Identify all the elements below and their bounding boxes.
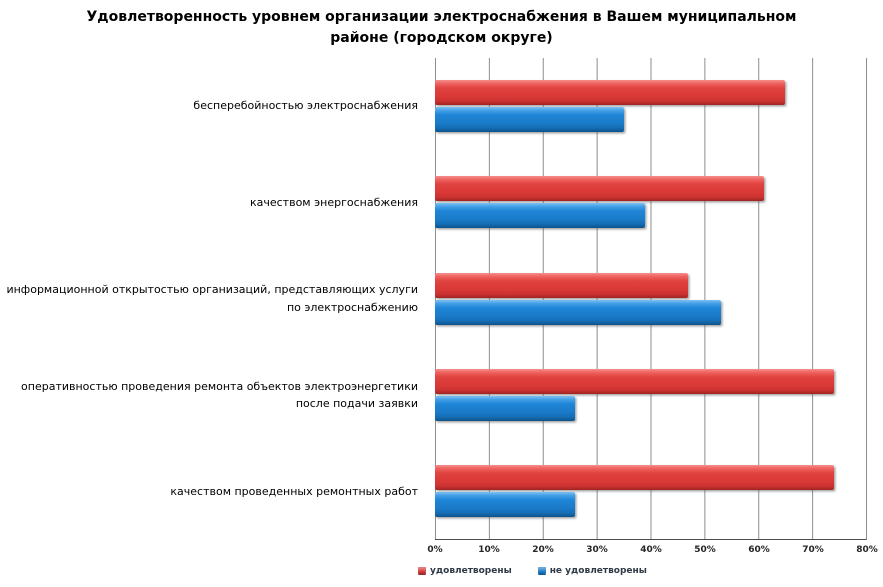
x-tick-label: 80% xyxy=(856,545,878,555)
legend-item-unsatisfied: не удовлетворены xyxy=(537,566,647,576)
bar-unsatisfied xyxy=(435,203,646,229)
x-tick-label: 60% xyxy=(748,545,770,555)
legend: удовлетворены не удовлетворены xyxy=(418,566,647,576)
legend-label-unsatisfied: не удовлетворены xyxy=(549,566,647,576)
category-axis: бесперебойностью электроснабжения качеств… xyxy=(0,58,425,540)
category-slot: информационной открытостью организаций, … xyxy=(0,251,425,347)
bar-unsatisfied xyxy=(435,107,624,133)
category-slot: оперативностью проведения ремонта объект… xyxy=(0,347,425,443)
satisfied-swatch-icon xyxy=(418,567,426,575)
bar-group xyxy=(435,443,866,539)
unsatisfied-swatch-icon xyxy=(537,567,546,575)
legend-label-satisfied: удовлетворены xyxy=(430,566,512,576)
x-tick-label: 20% xyxy=(532,545,554,555)
category-slot: качеством проведенных ремонтных работ xyxy=(0,444,425,540)
bar-satisfied xyxy=(435,272,689,298)
category-label: качеством энергоснабжения xyxy=(249,195,418,209)
bar-satisfied xyxy=(435,80,786,106)
chart-title: Удовлетворенность уровнем организации эл… xyxy=(86,9,797,46)
bar-group xyxy=(435,154,866,250)
category-label: оперативностью проведения ремонта объект… xyxy=(21,379,418,411)
category-label: информационной открытостью организаций, … xyxy=(6,283,418,315)
x-tick-label: 0% xyxy=(427,545,443,555)
bar-satisfied xyxy=(435,176,764,202)
x-tick-label: 10% xyxy=(478,545,500,555)
category-slot: бесперебойностью электроснабжения xyxy=(0,58,425,154)
bar-unsatisfied xyxy=(435,299,721,325)
category-slot: качеством энергоснабжения xyxy=(0,154,425,250)
bar-unsatisfied xyxy=(435,395,576,421)
x-axis-ticks: 0% 10% 20% 30% 40% 50% 60% 70% 80% xyxy=(427,545,877,559)
bar-rows xyxy=(435,58,866,539)
x-tick-label: 70% xyxy=(802,545,824,555)
bar-satisfied xyxy=(435,368,834,394)
category-label: бесперебойностью электроснабжения xyxy=(193,99,418,113)
bar-group xyxy=(435,250,866,346)
x-tick-label: 50% xyxy=(694,545,716,555)
bar-satisfied xyxy=(435,464,834,490)
plot-area xyxy=(435,58,867,540)
x-tick-label: 40% xyxy=(640,545,662,555)
legend-item-satisfied: удовлетворены xyxy=(418,566,512,576)
bar-group xyxy=(435,58,866,154)
bar-unsatisfied xyxy=(435,491,576,517)
bar-group xyxy=(435,347,866,443)
x-tick-label: 30% xyxy=(586,545,608,555)
category-label: качеством проведенных ремонтных работ xyxy=(170,485,418,499)
